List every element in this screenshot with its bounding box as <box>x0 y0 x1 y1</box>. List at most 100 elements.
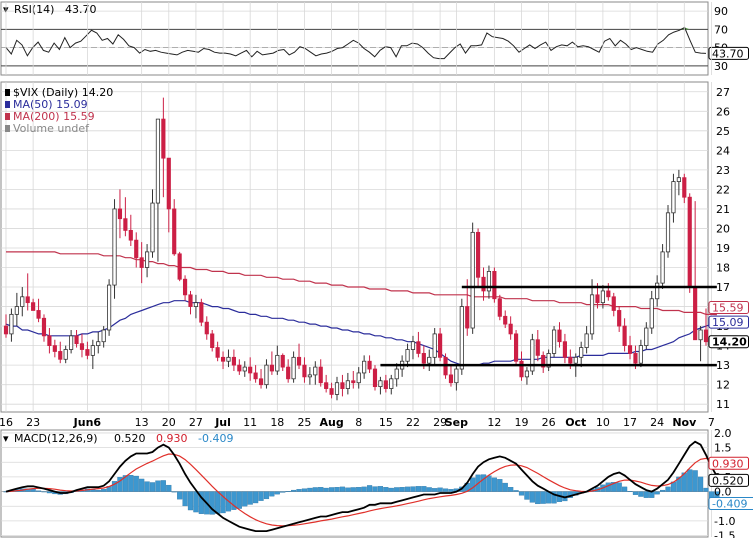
price-y-tick-label: 13 <box>716 359 730 372</box>
macd-histogram-bar <box>692 470 698 492</box>
candle-body <box>193 302 199 307</box>
x-tick-label: 16 <box>0 416 13 429</box>
macd-histogram-bar <box>242 491 248 507</box>
price-y-tick-label: 27 <box>716 86 730 99</box>
candle-body <box>286 366 291 380</box>
candle-body <box>513 333 519 362</box>
x-tick-label: 19 <box>515 416 529 429</box>
candle-body <box>568 356 573 364</box>
macd-histogram-bar <box>622 486 628 492</box>
candle-body <box>258 378 264 386</box>
ma50-line <box>5 300 712 366</box>
candle-body <box>307 374 312 378</box>
candle-body <box>324 382 329 389</box>
rsi-line <box>5 26 707 60</box>
candle-body <box>372 368 378 388</box>
candle-body <box>584 333 589 348</box>
candle-body <box>161 118 166 159</box>
macd-histogram-bar <box>524 491 530 500</box>
candle-body <box>313 366 318 376</box>
candle-body <box>600 290 605 304</box>
candle-body <box>237 364 242 372</box>
price-y-tick-label: 24 <box>716 144 730 157</box>
macd-value-badge-box <box>708 473 749 487</box>
macd-y-tick-label: -1.0 <box>714 515 735 528</box>
macd-title-value: 0.520 <box>114 432 146 445</box>
x-tick-label: Oct <box>565 416 586 429</box>
candle-body <box>155 118 161 204</box>
macd-histogram-bar <box>480 474 487 492</box>
candle-body <box>410 341 416 350</box>
candle-body <box>633 353 638 364</box>
candle-body <box>362 360 367 374</box>
candle-body <box>389 378 394 389</box>
rsi-title-label: RSI(14) <box>14 3 54 16</box>
candle-body <box>551 329 557 354</box>
macd-histogram-bar <box>415 486 421 492</box>
candle-body <box>79 343 85 350</box>
macd-histogram-bar <box>171 491 177 493</box>
price-y-tick-label: 21 <box>716 203 730 216</box>
candle-body <box>367 360 372 370</box>
candle-body <box>296 356 302 366</box>
macd-histogram-bar <box>296 489 302 492</box>
macd-histogram-bar <box>410 486 416 492</box>
macd-signal-badge-box <box>708 456 749 470</box>
candle-body <box>611 296 616 311</box>
macd-histogram-bar <box>687 469 693 492</box>
candle-body <box>128 230 133 241</box>
candle-body <box>248 366 253 374</box>
macd-histogram-bar <box>41 491 47 493</box>
candle-body <box>676 177 681 182</box>
x-tick-label: 13 <box>135 416 149 429</box>
macd-y-tick-label: 0.0 <box>714 486 732 499</box>
candle-body <box>503 315 508 325</box>
x-tick-label: 7 <box>708 416 715 429</box>
macd-histogram-bar <box>448 489 454 492</box>
candle-body <box>394 368 399 380</box>
candle-body <box>74 335 79 345</box>
candle-body <box>492 271 497 300</box>
candle-body <box>671 181 676 214</box>
macd-y-tick-label: -1.5 <box>714 530 735 538</box>
candle-body <box>269 364 274 372</box>
macd-signal-badge: 0.930 <box>712 457 744 470</box>
candle-body <box>14 306 19 315</box>
macd-histogram-bar <box>111 481 118 492</box>
legend-swatch <box>5 89 10 96</box>
candle-body <box>145 251 150 268</box>
candle-body <box>573 356 578 364</box>
candle-body <box>182 278 188 296</box>
macd-histogram-bar <box>274 491 280 495</box>
macd-panel: 2.01.51.00.50.0-0.5-1.0-1.5 0.9300.520-0… <box>0 427 753 542</box>
macd-histogram-bar <box>128 474 134 492</box>
candle-body <box>112 208 117 286</box>
macd-histogram-bar <box>263 491 270 500</box>
candle-body <box>340 382 345 389</box>
macd-histogram-bar <box>139 478 145 492</box>
macd-histogram-bar <box>491 477 497 492</box>
macd-histogram-bar <box>318 487 324 492</box>
legend-label: MA(200) 15.59 <box>13 110 95 123</box>
candle-body <box>63 349 68 360</box>
price-y-tick-label: 12 <box>716 379 730 392</box>
candle-body <box>47 335 52 347</box>
macd-histogram-bar <box>160 480 166 492</box>
candle-body <box>117 208 123 220</box>
macd-y-tick-label: 1.5 <box>714 442 732 455</box>
x-tick-label: 26 <box>542 416 556 429</box>
candle-body <box>606 290 611 298</box>
x-tick-label: Jul <box>214 416 231 429</box>
candle-body <box>622 325 627 347</box>
macd-histogram-bar <box>611 482 617 492</box>
legend-swatch <box>5 113 10 120</box>
candle-body <box>3 325 9 335</box>
candle-body <box>329 388 334 395</box>
candle-body <box>188 294 193 307</box>
macd-title: ▾ MACD(12,26,9) 0.520 0.930 -0.409 <box>3 432 233 445</box>
macd-histogram-bar <box>605 482 611 492</box>
macd-histogram-bar <box>676 476 682 492</box>
